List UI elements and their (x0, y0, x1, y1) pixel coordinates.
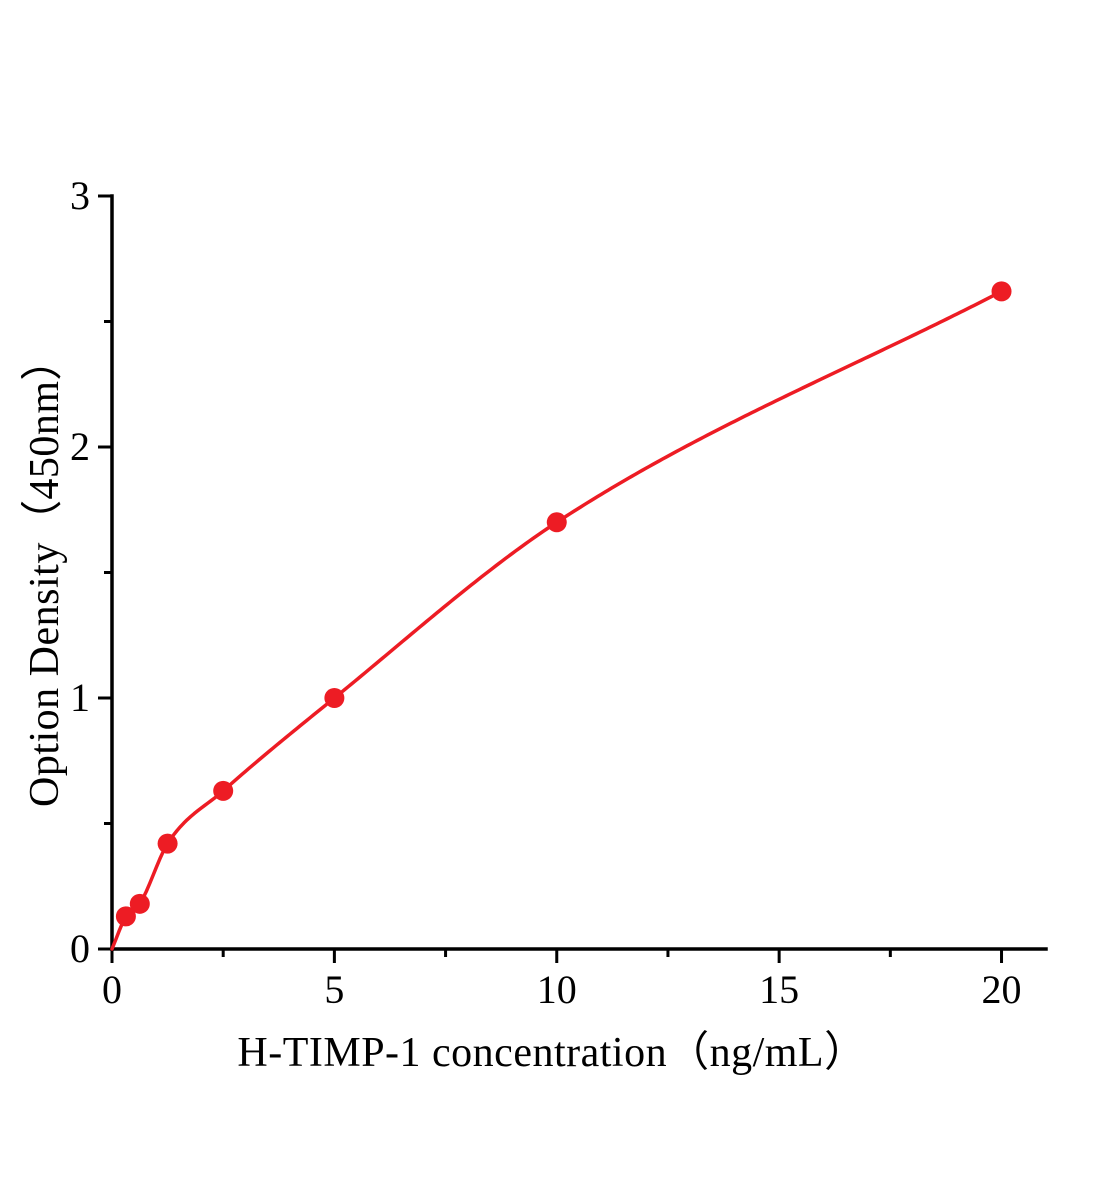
x-tick-label: 20 (982, 967, 1022, 1012)
data-point (157, 833, 178, 854)
x-axis-title: H-TIMP-1 concentration（ng/mL） (237, 1030, 867, 1076)
data-point (213, 780, 234, 801)
y-tick-label: 2 (70, 424, 90, 469)
x-tick-label: 15 (759, 967, 799, 1012)
y-tick-label: 0 (70, 926, 90, 971)
y-tick-label: 3 (70, 173, 90, 218)
fit-curve (110, 289, 1004, 951)
x-tick-label: 10 (537, 967, 577, 1012)
x-tick-label: 0 (102, 967, 122, 1012)
x-tick-label: 5 (324, 967, 344, 1012)
data-point (115, 906, 136, 927)
data-point (324, 688, 345, 708)
data-point (991, 281, 1012, 302)
y-tick-label: 1 (70, 675, 90, 720)
y-axis-title: Option Density（450nm） (22, 338, 68, 807)
data-point (129, 893, 150, 914)
data-point (546, 512, 567, 533)
